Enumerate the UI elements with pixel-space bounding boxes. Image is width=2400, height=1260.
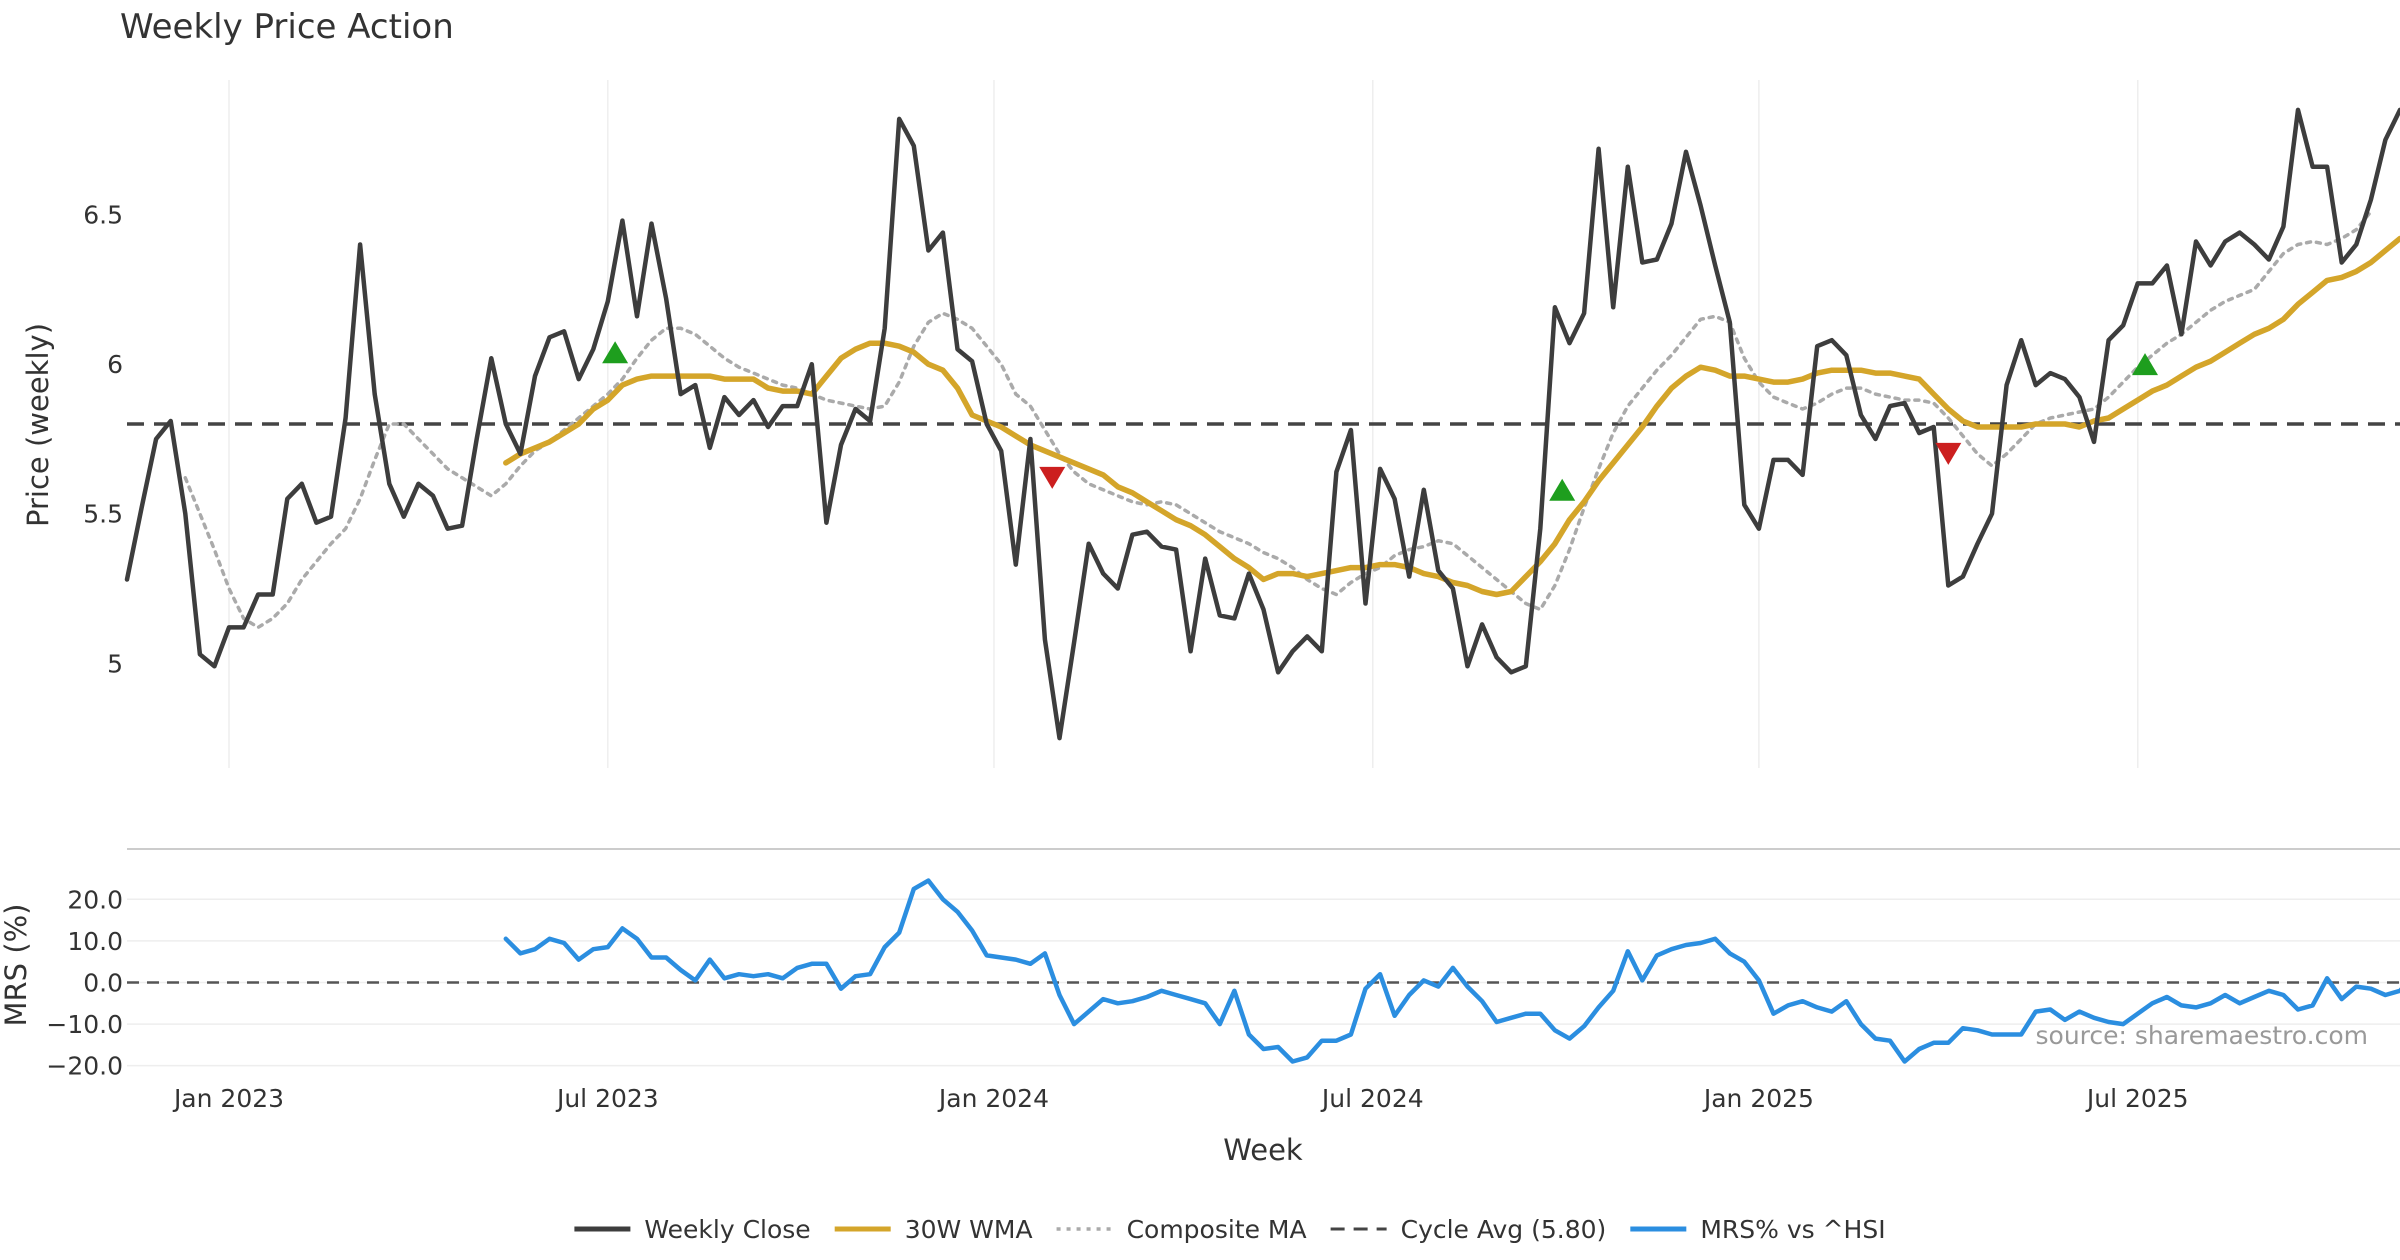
signal-markers [602,341,2159,501]
series-weekly-close [124,107,2400,741]
x-tick-label: Jan 2023 [172,1084,284,1113]
x-tick-label: Jan 2025 [1702,1084,1814,1113]
sell-signal-marker [1935,442,1962,465]
buy-signal-marker [602,341,629,364]
legend-label: Weekly Close [644,1215,810,1244]
series-30w-wma [503,235,2400,598]
mrs-y-tick-label: 0.0 [83,968,123,997]
main-y-axis-label: Price (weekly) [21,323,55,527]
chart-title: Weekly Price Action [120,7,454,47]
buy-signal-marker [1549,478,1576,501]
legend-label: Cycle Avg (5.80) [1401,1215,1607,1244]
mrs-y-axis-label: MRS (%) [0,904,33,1027]
legend-label: MRS% vs ^HSI [1700,1215,1885,1244]
buy-signal-marker [2132,353,2159,376]
main-y-tick-label: 5.5 [83,500,123,529]
legend-label: 30W WMA [905,1215,1033,1244]
legend: Weekly Close 30W WMA Composite MA Cycle Avg… [574,1215,1886,1244]
series-mrs-vs-hsi [503,878,2400,1064]
x-tick-label: Jul 2023 [555,1084,659,1113]
x-tick-label: Jul 2024 [1320,1084,1424,1113]
mrs-y-tick-label: −10.0 [46,1010,123,1039]
mrs-y-tick-label: 20.0 [67,885,123,914]
sell-signal-marker [1039,466,1066,489]
main-series [124,107,2400,741]
mrs-series [503,878,2400,1064]
x-tick-label: Jan 2024 [937,1084,1049,1113]
legend-label: Composite MA [1127,1215,1307,1244]
x-axis-label: Week [1223,1133,1303,1167]
main-y-tick-label: 5 [107,649,123,678]
source-note: source: sharemaestro.com [2036,1021,2369,1050]
x-tick-label: Jul 2025 [2085,1084,2189,1113]
main-y-tick-label: 6.5 [83,201,123,230]
series-composite-ma [183,209,2373,630]
mrs-y-tick-label: 10.0 [67,927,123,956]
mrs-y-ticks: 20.0 10.0 0.0 −10.0 −20.0 [46,885,123,1080]
mrs-gridlines [127,898,2400,1067]
x-tick-labels: Jan 2023 Jul 2023 Jan 2024 Jul 2024 Jan 2025… [172,1084,2189,1113]
main-y-tick-label: 6 [107,350,123,379]
main-y-ticks: 5 5.5 6 6.5 [83,201,123,679]
mrs-y-tick-label: −20.0 [46,1052,123,1081]
